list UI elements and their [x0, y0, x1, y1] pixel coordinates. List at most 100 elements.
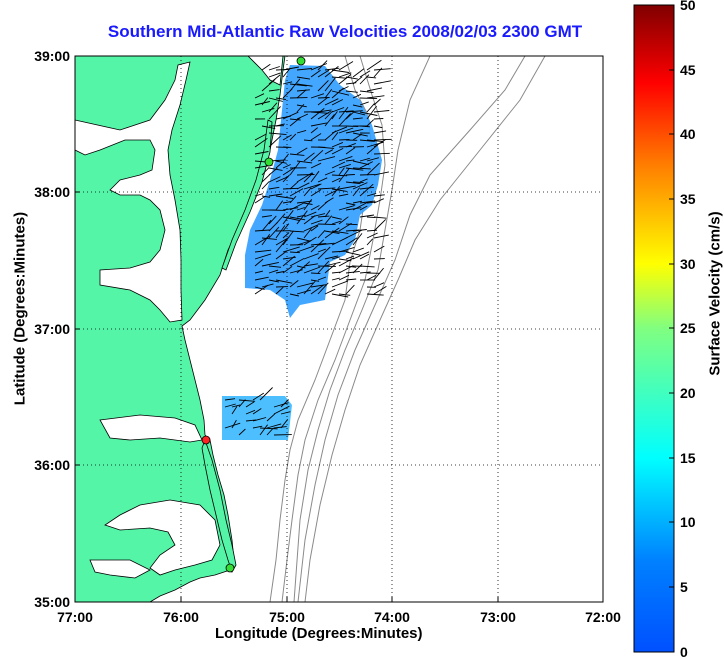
- velocity-vector: [324, 89, 333, 99]
- velocity-vector: [345, 128, 364, 134]
- velocity-vector: [296, 265, 306, 269]
- colorbar-tick-label: 25: [680, 320, 696, 336]
- velocity-vector: [324, 66, 339, 78]
- velocity-vector: [317, 260, 330, 274]
- lower-sound: [89, 559, 151, 579]
- velocity-vector: [261, 237, 277, 240]
- velocity-vector: [282, 246, 300, 253]
- velocity-vector: [317, 177, 328, 183]
- velocity-vector: [296, 207, 305, 211]
- velocity-vector: [324, 227, 340, 239]
- page-title: Southern Mid-Atlantic Raw Velocities 200…: [107, 22, 583, 41]
- velocity-vector: [268, 89, 280, 92]
- velocity-vector: [352, 233, 363, 246]
- velocity-vector: [296, 89, 307, 99]
- velocity-vector: [261, 233, 271, 246]
- lat-tick-label: 37:00: [34, 321, 70, 337]
- velocity-vector: [359, 265, 375, 268]
- velocity-vectors: [224, 59, 392, 436]
- velocity-vector: [373, 198, 384, 204]
- lon-tick-label: 77:00: [57, 609, 93, 625]
- velocity-vector: [296, 210, 308, 225]
- velocity-vector: [359, 97, 378, 100]
- velocity-vector: [296, 237, 311, 242]
- velocity-vector: [296, 76, 311, 80]
- velocity-vector: [254, 253, 272, 260]
- velocity-vector: [245, 409, 256, 415]
- colorbar-tick-label: 50: [680, 0, 696, 13]
- velocity-vector: [338, 205, 355, 211]
- velocity-vector: [268, 221, 279, 232]
- velocity-vector: [268, 193, 283, 197]
- velocity-vector: [289, 280, 299, 288]
- velocity-vector: [303, 236, 317, 246]
- velocity-vector: [324, 98, 339, 106]
- velocity-vector: [289, 293, 299, 297]
- velocity-vector: [310, 183, 322, 190]
- velocity-vector: [373, 130, 387, 134]
- velocity-vector: [303, 152, 315, 162]
- velocity-vector: [324, 149, 334, 155]
- velocity-vector: [282, 230, 294, 246]
- velocity-vector: [331, 216, 342, 220]
- velocity-vector: [268, 176, 281, 183]
- velocity-vector: [303, 211, 317, 218]
- velocity-vector: [338, 167, 345, 176]
- velocity-vector: [338, 216, 349, 225]
- velocity-vector: [324, 288, 336, 295]
- velocity-vector: [331, 90, 350, 96]
- velocity-vector: [359, 161, 374, 169]
- velocity-vector: [252, 408, 262, 415]
- velocity-vector: [366, 157, 380, 162]
- velocity-vector: [268, 66, 280, 71]
- velocity-vector: [338, 222, 352, 232]
- velocity-vector: [359, 90, 374, 94]
- velocity-vector: [317, 110, 331, 120]
- velocity-vector: [352, 251, 370, 260]
- velocity-vector: [303, 280, 316, 295]
- velocity-vector: [282, 166, 296, 176]
- velocity-vector: [345, 284, 355, 295]
- velocity-vector: [296, 261, 311, 274]
- velocity-vector: [310, 225, 319, 232]
- velocity-vector: [366, 76, 377, 79]
- south-station-marker[interactable]: [225, 563, 235, 573]
- velocity-vector: [254, 151, 269, 155]
- velocity-vector: [366, 162, 380, 176]
- velocity-vector: [282, 66, 299, 71]
- velocity-vector: [268, 135, 282, 148]
- lat-tick-label: 35:00: [34, 594, 70, 610]
- velocity-vector: [224, 398, 236, 401]
- velocity-vector: [303, 266, 321, 274]
- velocity-vector: [331, 69, 349, 73]
- velocity-vector: [324, 263, 336, 274]
- velocity-vector: [296, 240, 312, 246]
- velocity-vector: [296, 89, 310, 92]
- velocity-vector: [331, 76, 347, 79]
- mid-station-marker[interactable]: [264, 157, 274, 167]
- velocity-vector: [317, 242, 335, 246]
- velocity-vector: [254, 270, 264, 274]
- north-station-marker[interactable]: [296, 56, 306, 66]
- velocity-vector: [338, 110, 354, 113]
- velocity-vector: [296, 160, 313, 164]
- velocity-vector: [352, 247, 364, 253]
- velocity-vector: [289, 83, 307, 87]
- velocity-vector: [338, 74, 352, 85]
- velocity-vector: [310, 170, 320, 183]
- velocity-vector: [373, 286, 387, 295]
- velocity-vector: [338, 274, 350, 281]
- velocity-vector: [261, 97, 269, 106]
- velocity-vector: [310, 122, 327, 127]
- velocity-vector: [324, 230, 340, 234]
- velocity-vector: [317, 96, 329, 106]
- velocity-vector: [259, 387, 273, 401]
- velocity-vector: [366, 192, 377, 197]
- velocity-vector: [275, 195, 294, 199]
- velocity-vector: [317, 187, 336, 190]
- velocity-vector: [282, 223, 290, 232]
- cape-station-marker[interactable]: [201, 435, 211, 445]
- velocity-vector: [352, 167, 371, 170]
- velocity-vector: [238, 428, 246, 436]
- velocity-vector: [338, 155, 353, 162]
